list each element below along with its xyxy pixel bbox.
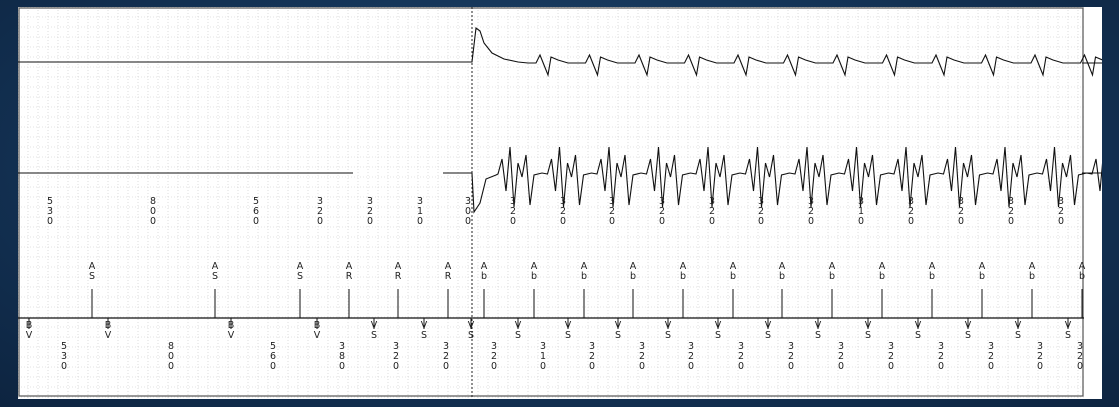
background-grid [18,7,1084,399]
marker-ticks [28,289,1083,329]
egm-strip: 5 3 0 8 0 0 5 6 0 3 2 0 3 2 0 3 1 0 3 0 0 3 2 0 3 2 0 3 2 0 3 2 0 3 2 0 3 2 0 3… [18,7,1102,399]
atrial-egm-trace [18,26,1102,78]
marker-annotations: 5 3 0 8 0 0 5 6 0 3 2 0 3 2 0 3 1 0 3 0 0 3 2 0 3 2 0 3 2 0 3 2 0 3 2 0 3 2 0 3… [26,196,1086,372]
strip-border [18,7,1084,397]
ventricular-egm-trace [443,146,1102,214]
egm-traces [18,26,1102,214]
